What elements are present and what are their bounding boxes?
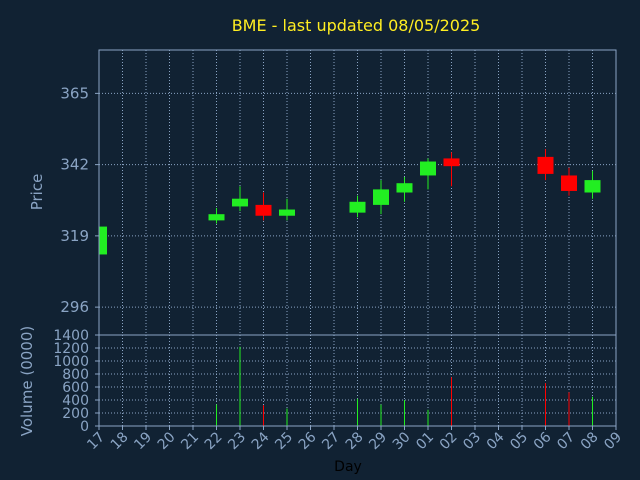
volume-tick-label: 800 [62,367,89,383]
volume-panel-frame [98,334,617,427]
volume-bars [216,346,593,426]
price-axis-label: Price [28,174,46,211]
x-tick-label: 01 [413,429,437,453]
x-tick-label: 18 [108,429,132,453]
candle-body [349,201,366,213]
volume-tick-label: 400 [62,393,89,409]
candle-body [584,180,601,193]
x-tick-label: 22 [202,429,226,453]
candle-body [561,175,577,191]
candle-body [373,189,389,205]
volume-tick-label: 600 [62,380,89,396]
candles [98,149,601,258]
x-tick-label: 02 [437,429,461,453]
volume-axis-label: Volume (0000) [18,326,36,436]
x-tick-label: 25 [272,429,296,453]
volume-tick-label: 1200 [53,341,89,357]
x-tick-label: 27 [319,429,343,453]
candle-body [99,226,107,255]
x-tick-label: 30 [390,429,414,453]
price-tick-label: 296 [60,298,89,316]
x-tick-label: 08 [578,429,602,453]
x-tick-label: 03 [460,429,484,453]
candle-body [443,158,460,167]
x-axis-label: Day [334,459,362,475]
candle-body [232,198,248,207]
price-axis-ticks: 296 319 342 365 [60,84,99,316]
x-tick-label: 07 [554,429,578,453]
candle-body [420,161,436,176]
x-tick-label: 28 [343,429,367,453]
volume-tick-label: 1400 [53,328,89,344]
price-tick-label: 319 [60,227,89,245]
price-tick-label: 365 [60,84,89,102]
volume-tick-label: 1000 [53,354,89,370]
candle-body [255,204,272,216]
price-grid [99,50,617,335]
x-tick-label: 04 [484,429,508,453]
x-tick-label: 24 [249,429,273,453]
candle-body [537,156,554,174]
x-tick-label: 26 [296,429,320,453]
candle-body [279,209,295,216]
x-tick-label: 21 [178,429,202,453]
x-tick-label: 09 [601,429,625,453]
x-tick-label: 06 [531,429,555,453]
volume-tick-label: 200 [62,406,89,422]
candle-body [208,214,225,221]
volume-tick-label: 0 [80,419,89,435]
price-tick-label: 342 [60,156,89,174]
x-tick-label: 23 [225,429,249,453]
x-tick-label: 19 [131,429,155,453]
x-tick-label: 20 [155,429,179,453]
x-tick-label: 05 [507,429,531,453]
candle-body [396,183,413,193]
x-axis-ticks: 17 18 19 20 21 22 23 24 25 26 27 28 29 30 01 02 03 04 05 06… [84,426,625,453]
x-tick-label: 29 [366,429,390,453]
chart-title: BME - last updated 08/05/2025 [232,16,481,35]
